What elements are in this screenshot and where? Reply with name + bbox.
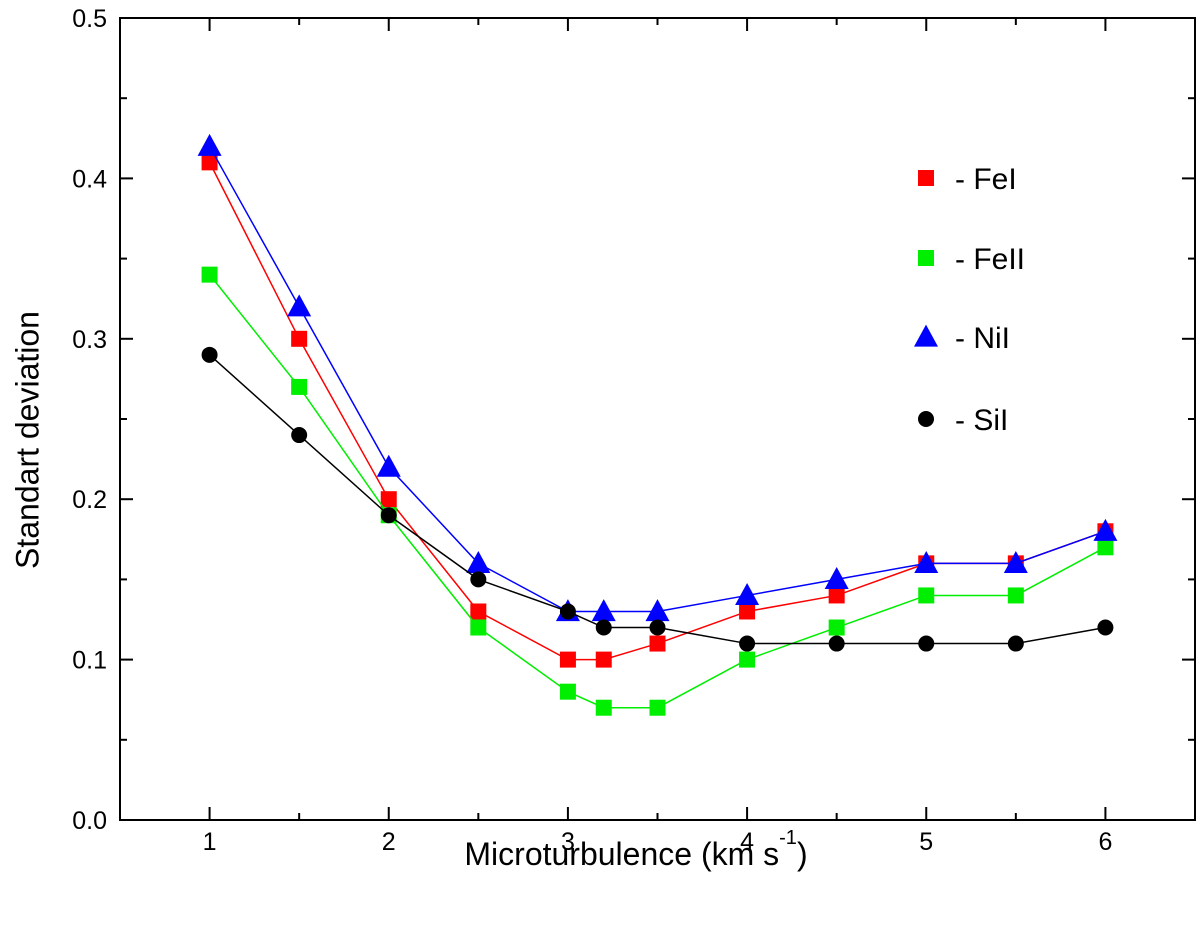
data-point <box>591 599 616 622</box>
y-tick-label: 0.3 <box>72 326 107 354</box>
data-point <box>470 619 487 636</box>
legend-item: - NiI <box>914 322 1010 355</box>
legend-item: - FeI <box>918 163 1017 196</box>
data-point <box>1003 550 1028 573</box>
data-point <box>559 683 576 700</box>
x-tick-label: 4 <box>740 828 754 856</box>
data-point <box>470 571 487 588</box>
series-nii <box>197 133 1118 622</box>
data-point <box>380 491 397 508</box>
data-point <box>645 599 670 622</box>
x-axis-title: Microturbulence (km s-1) <box>464 827 807 873</box>
data-point <box>649 635 666 652</box>
data-point <box>595 699 612 716</box>
legend-label: - FeII <box>955 243 1025 276</box>
legend-label: - FeI <box>955 163 1017 196</box>
data-point <box>824 567 849 589</box>
data-point <box>559 603 576 620</box>
data-point <box>201 266 218 283</box>
x-tick-label: 3 <box>561 828 575 856</box>
y-tick-label: 0.1 <box>72 647 107 675</box>
legend: - FeI - FeII - NiI - SiI <box>914 163 1025 437</box>
legend-item: - FeII <box>918 243 1025 276</box>
data-point <box>291 378 308 395</box>
data-point <box>1097 539 1114 556</box>
series-layer <box>197 133 1118 716</box>
x-tick-label: 2 <box>382 828 396 856</box>
x-tick-label: 6 <box>1098 828 1112 856</box>
x-axis-title-close: ) <box>797 836 808 872</box>
series-line <box>209 354 1106 645</box>
series-sii <box>201 346 1114 652</box>
data-point <box>828 619 845 636</box>
data-point <box>287 294 312 317</box>
data-point <box>739 635 756 652</box>
y-axis-title: Standart deviation <box>9 311 45 569</box>
data-point <box>595 651 612 668</box>
data-point <box>376 454 401 477</box>
y-tick-label: 0.2 <box>72 486 107 514</box>
legend-item: - SiI <box>918 404 1008 437</box>
data-point <box>201 346 218 363</box>
data-point <box>828 587 845 604</box>
legend-marker <box>918 250 934 266</box>
y-tick-label: 0.4 <box>72 165 107 193</box>
data-point <box>918 587 935 604</box>
data-point <box>649 699 666 716</box>
data-point <box>201 154 218 171</box>
data-point <box>1007 635 1024 652</box>
data-point <box>914 550 939 573</box>
x-tick-label: 1 <box>203 828 217 856</box>
legend-marker <box>918 170 934 186</box>
data-point <box>828 635 845 652</box>
data-point <box>291 330 308 347</box>
data-point <box>649 619 666 636</box>
data-point <box>291 427 308 444</box>
data-point <box>1093 518 1118 541</box>
legend-marker <box>914 324 938 347</box>
data-point <box>595 619 612 636</box>
legend-marker <box>918 411 934 427</box>
plot-area-frame <box>119 17 1196 821</box>
data-point <box>735 583 760 606</box>
legend-label: - NiI <box>955 322 1010 355</box>
data-point <box>470 603 487 620</box>
data-point <box>739 603 756 620</box>
y-tick-label: 0.5 <box>72 5 107 33</box>
x-tick-label: 5 <box>919 828 933 856</box>
series-line <box>208 145 1106 613</box>
series-line <box>208 274 1106 709</box>
data-point <box>197 133 222 156</box>
data-point <box>1097 619 1114 636</box>
data-point <box>1007 587 1024 604</box>
data-point <box>466 550 491 573</box>
x-axis-title-superscript: -1 <box>779 827 797 849</box>
data-point <box>739 651 756 668</box>
y-tick-label: 0.0 <box>72 807 107 835</box>
data-point <box>380 507 397 524</box>
data-point <box>559 651 576 668</box>
ticks-layer: 1 2 3 4 5 6 0.0 0.1 0.2 0.3 0.4 0.5 <box>72 5 1196 856</box>
data-point <box>918 635 935 652</box>
legend-label: - SiI <box>955 404 1008 437</box>
